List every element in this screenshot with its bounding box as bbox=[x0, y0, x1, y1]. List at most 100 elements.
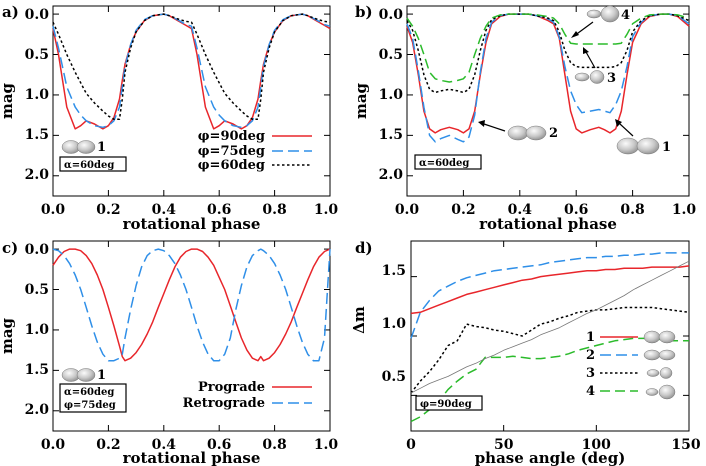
y-tick-label: 1.0 bbox=[25, 87, 50, 103]
x-tick-label: 1.0 bbox=[314, 437, 339, 453]
annotation-box bbox=[414, 154, 482, 170]
x-tick-label: 50 bbox=[494, 437, 514, 453]
asteroid-inset-icon: 3 bbox=[574, 70, 616, 86]
annotation-text: α=60deg bbox=[64, 160, 114, 171]
y-axis-title: mag bbox=[0, 317, 16, 354]
arrowhead bbox=[571, 31, 579, 38]
y-tick-label: 1.0 bbox=[379, 87, 404, 103]
y-tick-label: 1.5 bbox=[25, 362, 49, 378]
x-tick-label: 0.6 bbox=[207, 437, 231, 453]
x-tick-label: 0.8 bbox=[620, 202, 644, 218]
series-line-1 bbox=[410, 265, 690, 315]
series-line-90deg bbox=[52, 13, 331, 130]
series-line-Retrograde bbox=[52, 248, 331, 362]
arrowhead bbox=[615, 119, 622, 127]
asteroid-inset-icon: 1 bbox=[61, 140, 106, 155]
series-line-3 bbox=[406, 13, 690, 94]
inset-label: 1 bbox=[97, 368, 106, 383]
annotation-text: α=60deg bbox=[419, 158, 469, 169]
y-tick-label: 1.0 bbox=[25, 322, 50, 338]
asteroid-inset-icon: 4 bbox=[586, 5, 630, 23]
series-line-4 bbox=[406, 13, 690, 83]
legend-label: Retrograde bbox=[183, 396, 265, 411]
series-lines bbox=[52, 6, 331, 196]
series-line-reference bbox=[410, 260, 690, 394]
y-tick-labels: 0.5 1.0 1.5 bbox=[382, 263, 407, 385]
annotation-box bbox=[59, 156, 127, 172]
legend-label: φ=60deg bbox=[198, 158, 265, 173]
legend-label: φ=75deg bbox=[198, 144, 265, 159]
y-axis-title: mag bbox=[352, 82, 370, 119]
panel-label: a) bbox=[2, 3, 19, 21]
y-tick-label: 2.0 bbox=[25, 167, 50, 183]
x-tick-label: 0.6 bbox=[564, 202, 588, 218]
y-tick-label: 1.0 bbox=[382, 316, 407, 332]
legend-label: φ=90deg bbox=[198, 129, 265, 144]
panel-b: b) 0.0 0.2 0.4 0.6 0.8 1.0 0.0 0.5 1.0 1… bbox=[352, 3, 696, 233]
asteroid-legend-icon bbox=[646, 367, 673, 379]
legend-label: Prograde bbox=[198, 380, 265, 395]
x-tick-label: 0 bbox=[406, 437, 416, 453]
panel-label: c) bbox=[2, 239, 18, 257]
y-axis-title: Δm bbox=[350, 306, 368, 334]
asteroid-inset-icon: 2 bbox=[507, 125, 558, 141]
panel-label: b) bbox=[355, 3, 373, 21]
series-line-2 bbox=[406, 13, 690, 143]
annotation-text: α=60deg bbox=[64, 387, 114, 398]
plot-frame bbox=[52, 5, 331, 197]
annotation-box bbox=[59, 383, 127, 413]
x-axis-title: rotational phase bbox=[123, 449, 261, 466]
legend-label: 4 bbox=[586, 384, 595, 399]
y-tick-label: 1.5 bbox=[379, 127, 403, 143]
annotation-arrow bbox=[483, 123, 506, 132]
series-line-3 bbox=[410, 306, 690, 394]
y-axis-title: mag bbox=[0, 82, 16, 119]
legend: φ=90deg φ=75deg φ=60deg bbox=[198, 129, 312, 173]
x-tick-label: 100 bbox=[582, 437, 611, 453]
y-tick-label: 1.5 bbox=[382, 263, 406, 279]
x-tick-label: 0.4 bbox=[152, 437, 177, 453]
annotation-arrow bbox=[585, 51, 596, 69]
inset-label: 2 bbox=[549, 126, 558, 141]
series-line-4 bbox=[410, 337, 689, 423]
annotation-text: φ=75deg bbox=[64, 400, 116, 411]
inset-label: 4 bbox=[621, 8, 630, 23]
panel-d: d) 0 50 100 150 0.5 1.0 1.5 phase angle … bbox=[350, 239, 701, 466]
y-tick-label: 0.5 bbox=[379, 47, 403, 63]
y-tick-label: 0.5 bbox=[382, 369, 406, 385]
annotation-arrow bbox=[619, 123, 634, 137]
asteroid-inset-icon: 1 bbox=[616, 137, 671, 155]
x-tick-label: 0.8 bbox=[262, 202, 286, 218]
asteroid-legend-icon bbox=[643, 349, 676, 361]
x-tick-label: 0.2 bbox=[96, 437, 120, 453]
series-line-75deg bbox=[52, 13, 331, 129]
legend: 1 2 3 4 bbox=[586, 330, 676, 400]
legend: Prograde Retrograde bbox=[183, 380, 312, 411]
y-tick-label: 0.0 bbox=[25, 7, 50, 23]
plot-frame bbox=[406, 5, 690, 197]
series-line-2 bbox=[410, 252, 689, 339]
asteroid-inset-icon: 1 bbox=[61, 368, 106, 383]
y-tick-label: 0.0 bbox=[25, 242, 50, 258]
series-line-60deg bbox=[52, 13, 331, 120]
x-tick-label: 1.0 bbox=[672, 202, 697, 218]
y-tick-labels: 0.0 0.5 1.0 1.5 2.0 bbox=[25, 242, 50, 418]
series-lines bbox=[52, 241, 331, 431]
plot-frame bbox=[52, 240, 331, 432]
x-tick-labels: 0.0 0.2 0.4 0.6 0.8 1.0 bbox=[41, 437, 339, 453]
asteroid-legend-icon bbox=[643, 330, 676, 344]
y-tick-label: 0.5 bbox=[25, 282, 49, 298]
y-tick-labels: 0.0 0.5 1.0 1.5 2.0 bbox=[379, 7, 404, 183]
x-tick-label: 150 bbox=[671, 437, 700, 453]
x-axis-title: phase angle (deg) bbox=[475, 449, 626, 466]
series-lines bbox=[410, 241, 690, 431]
series-line-Prograde bbox=[52, 248, 331, 362]
y-tick-label: 0.0 bbox=[379, 7, 404, 23]
annotation-box bbox=[415, 395, 483, 411]
x-axis-title: rotational phase bbox=[123, 215, 261, 233]
x-tick-label: 1.0 bbox=[314, 202, 339, 218]
x-tick-label: 0.6 bbox=[207, 202, 231, 218]
x-tick-label: 0.4 bbox=[508, 202, 533, 218]
series-lines bbox=[406, 6, 690, 196]
